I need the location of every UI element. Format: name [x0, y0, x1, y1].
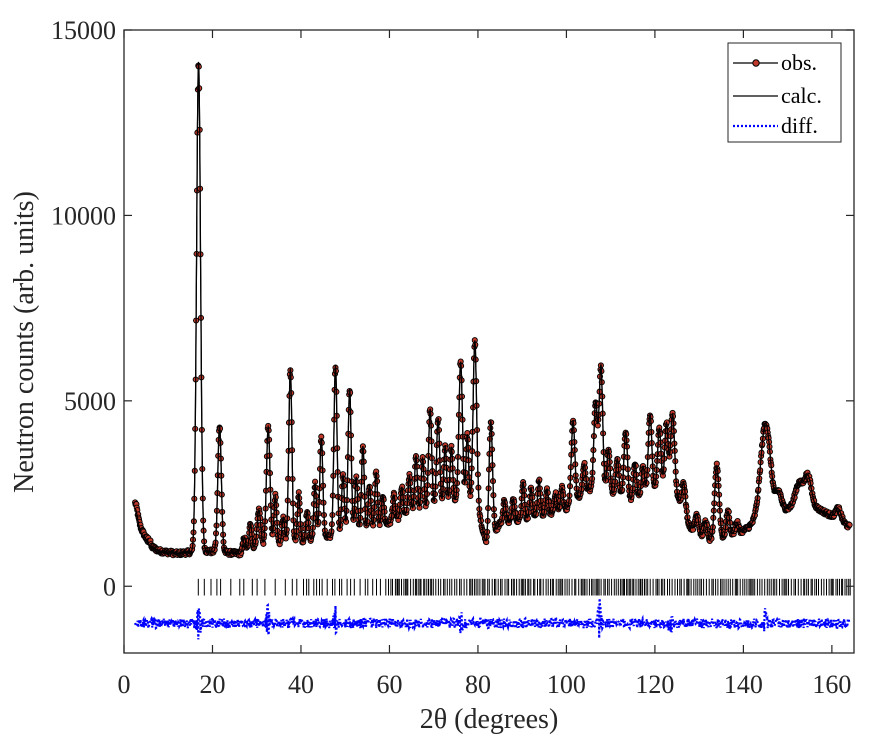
diff-line [134, 598, 851, 640]
y-tick-label: 10000 [51, 201, 116, 230]
reflection-ticks [197, 578, 851, 596]
obs-point [846, 521, 853, 528]
x-tick-label: 80 [465, 670, 491, 699]
diff-series [134, 598, 851, 640]
x-tick-label: 100 [547, 670, 586, 699]
x-tick-label: 20 [199, 670, 225, 699]
legend-calc-label: calc. [781, 83, 822, 108]
y-tick-label: 0 [103, 572, 116, 601]
calc-series [134, 61, 850, 555]
x-tick-label: 60 [376, 670, 402, 699]
legend-obs-label: obs. [781, 50, 817, 75]
calc-line [134, 61, 850, 555]
y-axis-label: Neutron counts (arb. units) [9, 191, 40, 493]
axis-ticks: 0 20 40 60 80 100 120 140 160 0 5000 10000 15000 [51, 16, 854, 699]
x-axis-label: 2θ (degrees) [420, 704, 559, 735]
x-tick-label: 0 [118, 670, 131, 699]
x-tick-label: 160 [812, 670, 851, 699]
y-tick-label: 15000 [51, 16, 116, 45]
plot-frame [123, 29, 855, 654]
x-tick-label: 120 [635, 670, 674, 699]
x-tick-label: 40 [288, 670, 314, 699]
legend-diff-label: diff. [781, 113, 818, 138]
legend: obs. calc. diff. [727, 42, 842, 143]
y-tick-label: 5000 [64, 387, 116, 416]
legend-obs-marker [752, 59, 760, 67]
x-tick-label: 140 [724, 670, 763, 699]
